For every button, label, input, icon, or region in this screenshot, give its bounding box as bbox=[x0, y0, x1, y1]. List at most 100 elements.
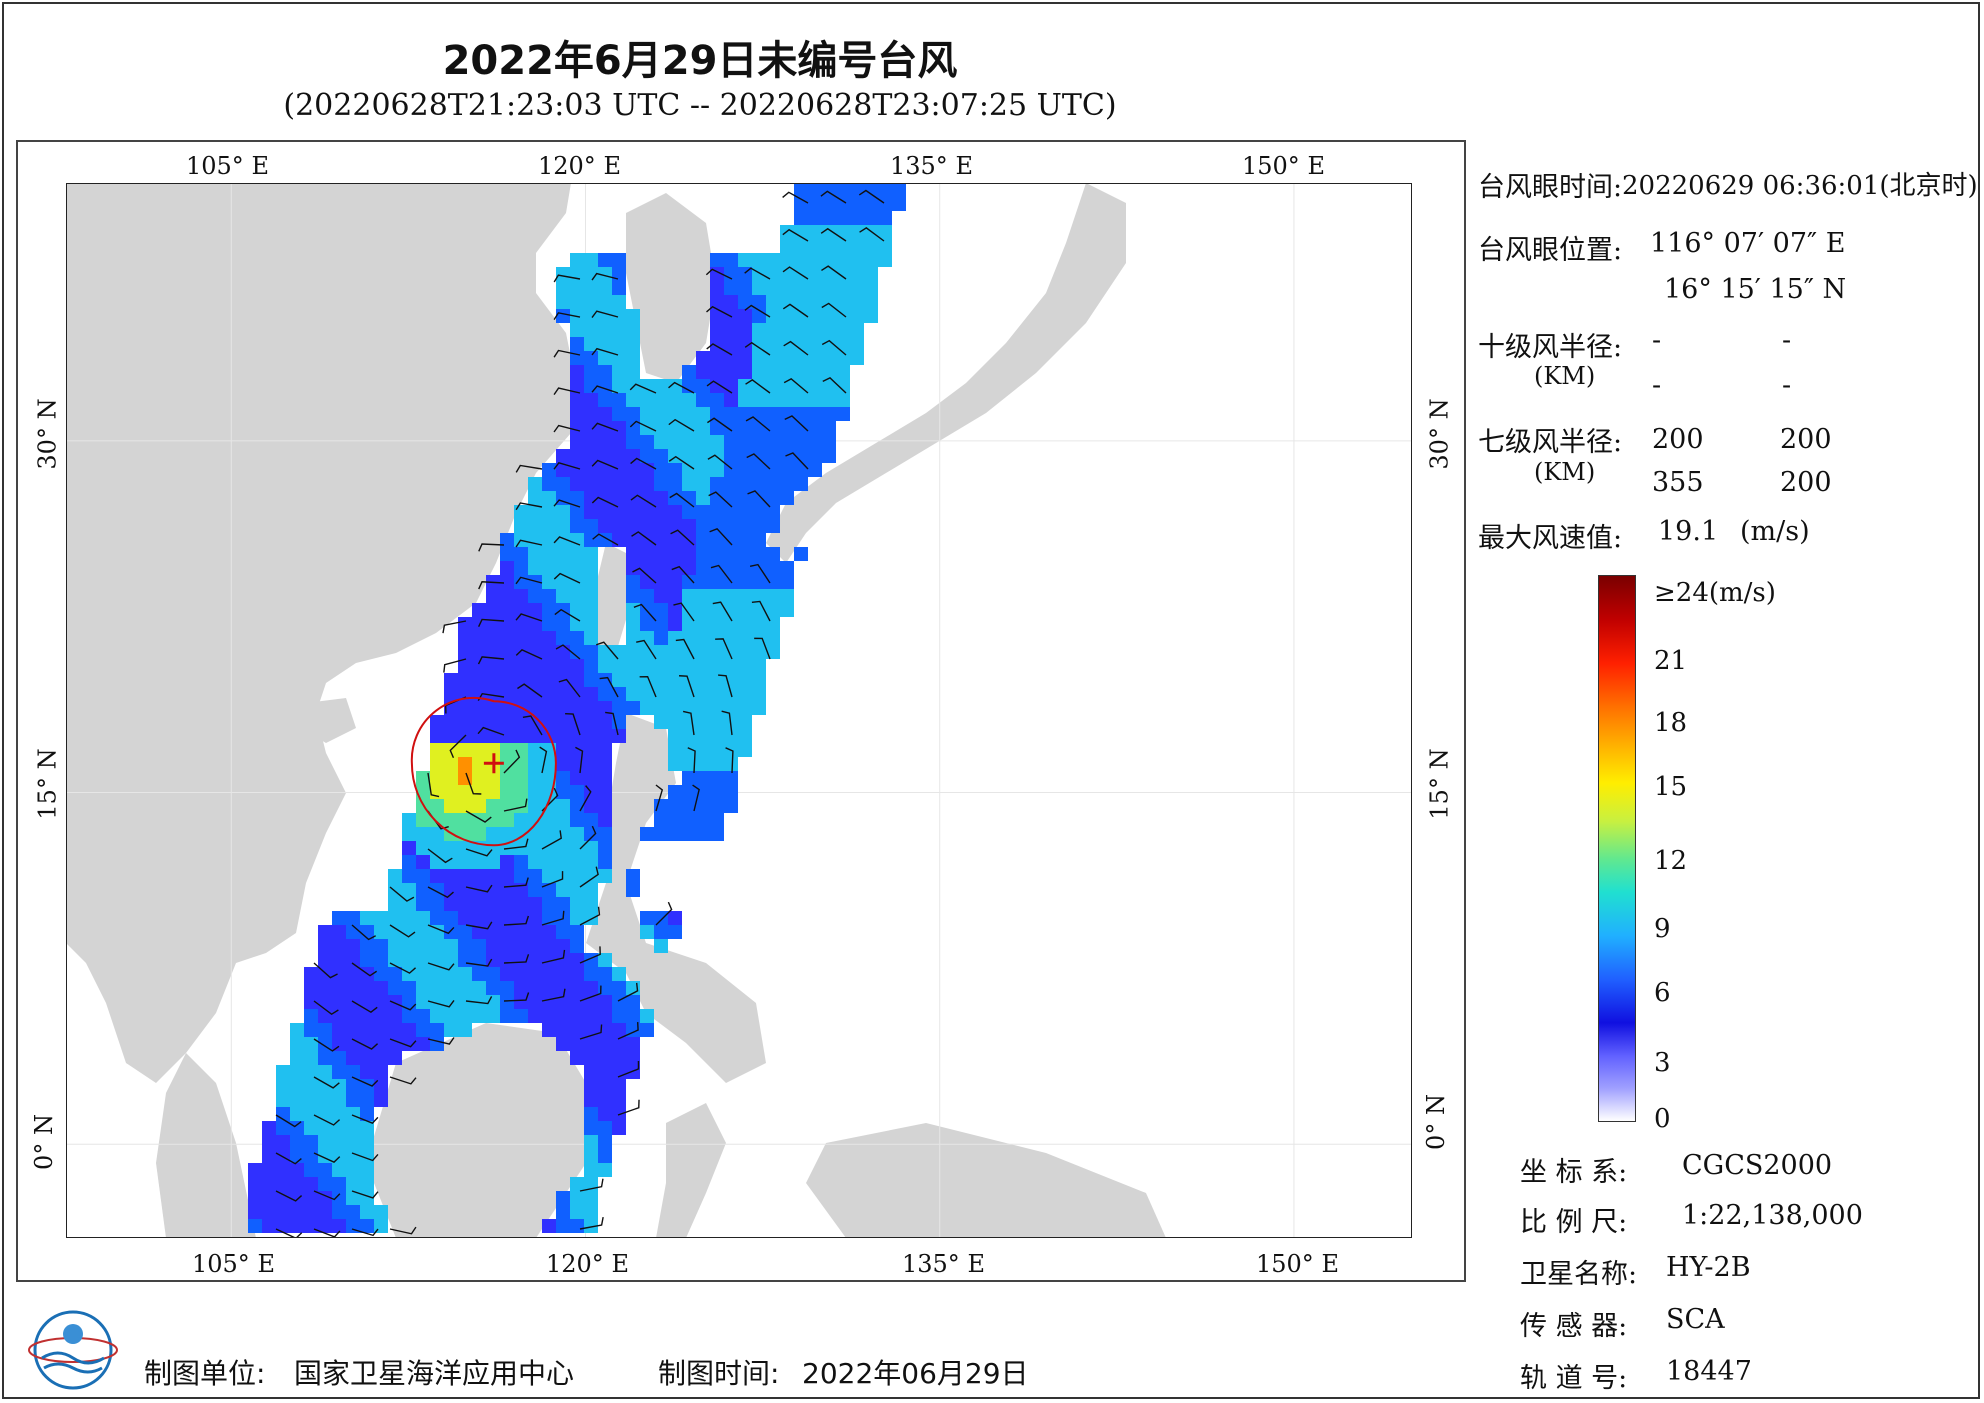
wind-cell bbox=[528, 673, 542, 687]
wind-cell bbox=[514, 813, 528, 827]
wind-cell bbox=[248, 1177, 262, 1191]
lon-label-top-105: 105° E bbox=[186, 152, 269, 180]
wind-cell bbox=[528, 855, 542, 869]
wind-cell bbox=[724, 729, 738, 743]
wind-cell bbox=[598, 715, 612, 729]
wind-cell bbox=[584, 393, 598, 407]
wind-cell bbox=[612, 281, 626, 295]
wind-barb bbox=[553, 499, 581, 508]
wind-barb bbox=[478, 618, 505, 627]
wind-cell bbox=[822, 267, 836, 281]
wind-cell bbox=[598, 351, 612, 365]
wind-cell bbox=[612, 1093, 626, 1107]
wind-cell bbox=[780, 407, 794, 421]
wind-cell bbox=[724, 533, 738, 547]
wind-cell bbox=[332, 1079, 346, 1093]
wind-cell bbox=[570, 393, 584, 407]
eye-time-label: 台风眼时间: bbox=[1478, 172, 1623, 203]
wind-cell bbox=[612, 1079, 626, 1093]
wind-cell bbox=[402, 981, 416, 995]
wind-cell bbox=[808, 463, 822, 477]
wind-cell bbox=[360, 1205, 374, 1219]
wind-cell bbox=[710, 757, 724, 771]
wind-cell bbox=[570, 701, 584, 715]
wind-cell bbox=[388, 1051, 402, 1065]
wind-cell bbox=[654, 547, 668, 561]
wind-cell bbox=[556, 1205, 570, 1219]
wind-cell bbox=[332, 1191, 346, 1205]
wind-cell bbox=[766, 267, 780, 281]
wind-cell bbox=[598, 1009, 612, 1023]
wind-cell bbox=[598, 281, 612, 295]
wind-cell bbox=[668, 785, 682, 799]
wind-cell bbox=[514, 925, 528, 939]
wind-cell bbox=[542, 855, 556, 869]
wind-cell bbox=[444, 883, 458, 897]
wind-cell bbox=[598, 771, 612, 785]
wind-cell bbox=[542, 841, 556, 855]
wind-cell bbox=[598, 477, 612, 491]
wind-cell bbox=[360, 953, 374, 967]
wind-cell bbox=[318, 981, 332, 995]
wind-cell bbox=[262, 1219, 276, 1233]
wind-cell bbox=[332, 1177, 346, 1191]
wind-cell bbox=[738, 407, 752, 421]
wind-cell bbox=[276, 1177, 290, 1191]
wind-cell bbox=[332, 1149, 346, 1163]
wind-cell bbox=[808, 309, 822, 323]
wind-barb bbox=[351, 1038, 379, 1050]
wind-cell bbox=[654, 617, 668, 631]
wind-cell bbox=[360, 1163, 374, 1177]
wind-cell bbox=[696, 729, 710, 743]
wind-cell bbox=[584, 295, 598, 309]
wind-cell bbox=[290, 1023, 304, 1037]
wind-cell bbox=[430, 813, 444, 827]
wind-cell bbox=[458, 659, 472, 673]
wind-cell bbox=[738, 477, 752, 491]
wind-cell bbox=[500, 953, 514, 967]
wind-cell bbox=[514, 771, 528, 785]
wind-cell bbox=[766, 435, 780, 449]
wind-cell bbox=[654, 533, 668, 547]
wind-cell bbox=[500, 827, 514, 841]
wind-cell bbox=[444, 981, 458, 995]
wind-cell bbox=[598, 1163, 612, 1177]
wind-cell bbox=[738, 589, 752, 603]
wind-cell bbox=[514, 519, 528, 533]
wind-cell bbox=[570, 603, 584, 617]
wind-cell bbox=[458, 883, 472, 897]
wind-cell bbox=[654, 687, 668, 701]
wind-cell bbox=[332, 1093, 346, 1107]
wind-cell bbox=[458, 967, 472, 981]
wind-cell bbox=[822, 309, 836, 323]
wind-cell bbox=[738, 519, 752, 533]
wind-cell bbox=[612, 1037, 626, 1051]
wind-cell bbox=[528, 603, 542, 617]
wind-cell bbox=[584, 701, 598, 715]
wind-cell bbox=[752, 547, 766, 561]
wind-cell bbox=[556, 1009, 570, 1023]
wind-cell bbox=[668, 645, 682, 659]
wind-cell bbox=[514, 981, 528, 995]
wind-cell bbox=[752, 505, 766, 519]
wind-barb bbox=[477, 726, 505, 736]
wind-cell bbox=[248, 1191, 262, 1205]
wind-cell bbox=[416, 1037, 430, 1051]
wind-cell bbox=[542, 575, 556, 589]
wind-radius-outline bbox=[410, 696, 557, 847]
wind-cell bbox=[556, 267, 570, 281]
wind-cell bbox=[738, 729, 752, 743]
wind-barb bbox=[745, 379, 771, 394]
wind-cell bbox=[766, 575, 780, 589]
wind-cell bbox=[584, 589, 598, 603]
wind-barb bbox=[515, 539, 543, 548]
wind-cell bbox=[528, 505, 542, 519]
wind-cell bbox=[584, 337, 598, 351]
wind-cell bbox=[290, 1107, 304, 1121]
wind-cell bbox=[598, 855, 612, 869]
wind-barb bbox=[465, 884, 493, 893]
wind-barb bbox=[449, 734, 467, 759]
wind-barb bbox=[539, 746, 548, 774]
wind-cell bbox=[752, 589, 766, 603]
wind-cell bbox=[598, 1107, 612, 1121]
